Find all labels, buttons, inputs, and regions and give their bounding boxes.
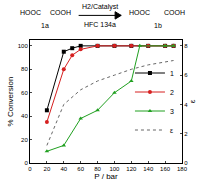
svg-text:2: 2	[184, 131, 188, 137]
svg-text:6: 6	[184, 72, 188, 78]
svg-text:80: 80	[94, 166, 101, 172]
svg-text:P / bar: P / bar	[94, 172, 118, 181]
svg-text:4: 4	[184, 102, 188, 108]
svg-text:0: 0	[24, 160, 28, 166]
svg-text:% Conversion: % Conversion	[6, 77, 15, 127]
svg-text:100: 100	[109, 166, 120, 172]
svg-text:60: 60	[77, 166, 84, 172]
svg-text:2: 2	[170, 89, 174, 96]
svg-text:HOOC: HOOC	[20, 9, 41, 16]
svg-text:0: 0	[184, 160, 188, 166]
svg-text:60: 60	[21, 90, 28, 96]
svg-text:ε: ε	[170, 127, 173, 134]
svg-text:40: 40	[21, 113, 28, 119]
svg-text:1b: 1b	[154, 22, 162, 29]
svg-text:1a: 1a	[41, 22, 49, 29]
svg-text:80: 80	[21, 66, 28, 72]
svg-text:8: 8	[184, 43, 188, 49]
svg-text:H2/Catalyst: H2/Catalyst	[82, 3, 118, 11]
svg-text:1: 1	[170, 70, 174, 77]
svg-text:40: 40	[60, 166, 67, 172]
svg-text:160: 160	[160, 166, 171, 172]
svg-text:20: 20	[21, 137, 28, 143]
svg-text:HFC 134a: HFC 134a	[84, 21, 116, 28]
svg-text:180: 180	[177, 166, 188, 172]
svg-text:HOOC: HOOC	[129, 9, 150, 16]
svg-text:0: 0	[28, 166, 32, 172]
svg-text:ε: ε	[188, 99, 197, 103]
svg-text:140: 140	[143, 166, 154, 172]
svg-text:COOH: COOH	[164, 9, 185, 16]
svg-text:20: 20	[44, 166, 51, 172]
svg-text:COOH: COOH	[50, 9, 71, 16]
svg-text:120: 120	[126, 166, 137, 172]
svg-text:100: 100	[18, 43, 29, 49]
svg-text:3: 3	[170, 108, 174, 115]
